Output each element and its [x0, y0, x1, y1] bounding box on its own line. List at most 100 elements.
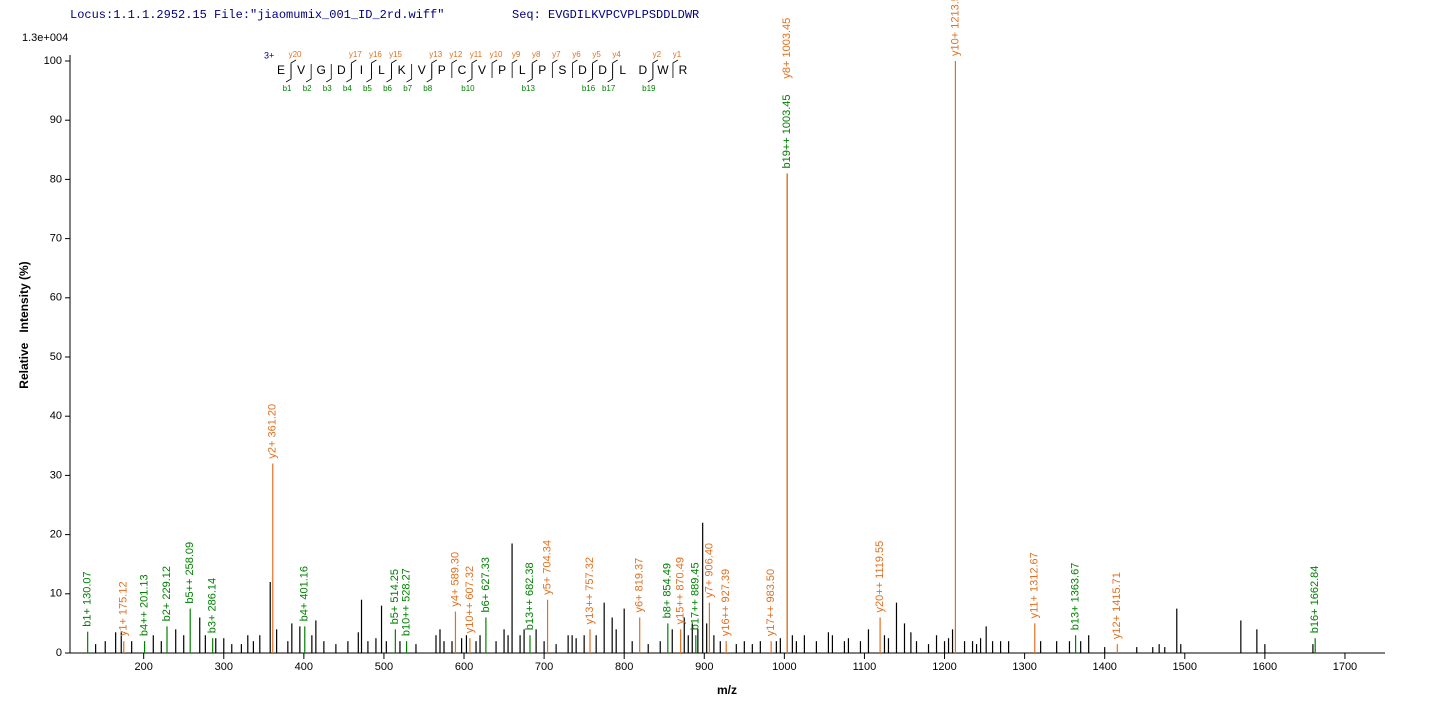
residue: L — [619, 63, 626, 77]
y-cut — [471, 59, 478, 78]
y-ion: y13 — [429, 50, 442, 59]
b-ion: b3 — [323, 84, 332, 93]
residue: P — [498, 63, 506, 77]
peak-label: b17++ 889.45 — [690, 562, 702, 630]
residue: V — [418, 63, 426, 77]
x-tick-label: 1000 — [772, 661, 796, 673]
x-tick-label: 600 — [455, 661, 473, 673]
residue: G — [317, 63, 326, 77]
y-ion: y5 — [592, 50, 601, 59]
y-tick-label: 60 — [50, 292, 62, 304]
peak-label: b16+ 1662.84 — [1309, 566, 1321, 634]
b-cut — [587, 64, 593, 83]
b-cut — [647, 64, 654, 83]
x-tick-label: 1500 — [1173, 661, 1197, 673]
x-tick-label: 1200 — [932, 661, 956, 673]
peak-label: b13++ 682.38 — [524, 562, 536, 630]
b-ion: b17 — [602, 84, 616, 93]
x-tick-label: 1700 — [1333, 661, 1357, 673]
peak-label: y8+ 1003.45 — [781, 18, 793, 79]
y-tick-label: 20 — [50, 529, 62, 541]
b-ion: b19 — [642, 84, 656, 93]
b-cut — [326, 64, 332, 83]
b-ion: b4 — [343, 84, 352, 93]
charge: 3+ — [264, 50, 274, 60]
y-tick-label: 100 — [44, 55, 62, 67]
peak-label: y20++ 1119.55 — [874, 541, 886, 613]
x-tick-label: 700 — [535, 661, 553, 673]
residue: D — [578, 63, 587, 77]
y-cut — [451, 59, 458, 78]
y-ion: y6 — [572, 50, 581, 59]
y-ion: y11 — [470, 50, 483, 59]
sequence: Seq: EVGDILKVPCVPLPSDDLDWR — [512, 8, 699, 22]
b-ion: b5 — [363, 84, 372, 93]
y-cut — [350, 59, 357, 78]
peak-label: y5+ 704.34 — [541, 540, 553, 595]
y-tick-label: 10 — [50, 588, 62, 600]
b-ion: b13 — [522, 84, 536, 93]
b-cut — [426, 64, 433, 83]
residue: R — [679, 63, 688, 77]
x-tick-label: 1100 — [853, 661, 877, 673]
residue: V — [297, 63, 305, 77]
peak-label: b13+ 1363.67 — [1070, 563, 1082, 631]
y-tick-label: 0 — [56, 647, 62, 659]
residue: L — [519, 63, 526, 77]
residue: P — [538, 63, 546, 77]
peak-label: b2+ 229.12 — [161, 566, 173, 621]
b-ion: b8 — [423, 84, 432, 93]
b-ion: b10 — [461, 84, 475, 93]
residue: L — [378, 63, 385, 77]
peak-label: y4+ 589.30 — [449, 552, 461, 607]
y-tick-label: 70 — [50, 233, 62, 245]
y-ion: y8 — [532, 50, 541, 59]
b-cut — [366, 64, 372, 83]
y-ion: y12 — [449, 50, 462, 59]
peak-label: y6+ 819.37 — [634, 558, 646, 613]
residue: V — [478, 63, 486, 77]
y-cut — [371, 59, 377, 78]
peak-label: y17++ 983.50 — [765, 569, 777, 636]
y-cut — [290, 59, 297, 78]
y-axis-label: Relative Intensity (%) — [17, 261, 31, 388]
y-tick-label: 40 — [50, 410, 62, 422]
y-ion: y1 — [673, 50, 682, 59]
residue: D — [598, 63, 607, 77]
peak-label: y11+ 1312.67 — [1029, 552, 1041, 618]
peak-label: y7+ 906.40 — [703, 543, 715, 598]
peak-label: b8+ 854.49 — [662, 563, 674, 618]
b-ion: b6 — [383, 84, 392, 93]
y-cut — [551, 59, 558, 78]
x-tick-label: 900 — [695, 661, 713, 673]
y-ion: y10 — [490, 50, 503, 59]
residue: I — [360, 63, 363, 77]
b-ion: b2 — [303, 84, 312, 93]
residue: D — [337, 63, 346, 77]
y-tick-label: 30 — [50, 469, 62, 481]
y-ion: y20 — [289, 50, 302, 59]
y-cut — [511, 59, 518, 78]
peak-label: b5++ 258.09 — [184, 542, 196, 604]
y-ion: y4 — [612, 50, 621, 59]
x-tick-label: 1600 — [1253, 661, 1277, 673]
b-cut — [406, 64, 413, 83]
b-cut — [305, 64, 312, 83]
peak-label: b19++ 1003.45 — [781, 94, 793, 168]
peak-label: y12+ 1415.71 — [1111, 572, 1123, 639]
b-ion: b16 — [582, 84, 596, 93]
residue: E — [277, 63, 285, 77]
b-cut — [466, 64, 473, 83]
y-cut — [612, 59, 618, 78]
y-tick-label: 50 — [50, 351, 62, 363]
b-cut — [346, 64, 352, 83]
peak-label: b6+ 627.33 — [480, 557, 492, 612]
y-ion: y2 — [653, 50, 662, 59]
peak-label: b3+ 286.14 — [207, 578, 219, 633]
peak-label: y10++ 607.32 — [464, 566, 476, 633]
x-tick-label: 800 — [615, 661, 633, 673]
residue: P — [438, 63, 446, 77]
x-axis-label: m/z — [717, 683, 737, 697]
residue: K — [398, 63, 406, 77]
